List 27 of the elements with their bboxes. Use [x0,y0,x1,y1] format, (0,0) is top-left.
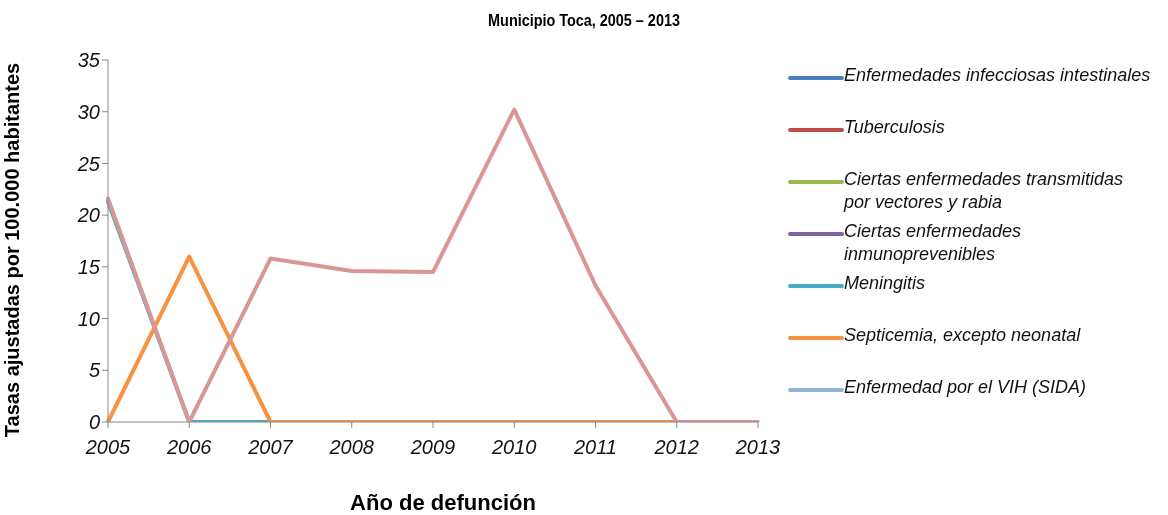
y-tick-label: 25 [76,152,101,175]
legend-label: Enfermedades infecciosas intestinales [844,64,1152,87]
x-tick-label: 2009 [409,436,456,459]
legend-label: Enfermedad por el VIH (SIDA) [844,376,1088,399]
x-tick-label: 2011 [572,436,618,459]
y-tick-label: 20 [76,204,100,227]
x-tick-label: 2006 [166,436,213,459]
x-tick-label: 2012 [653,436,699,459]
x-tick-label: 2005 [84,436,132,459]
y-tick-label: 10 [77,307,100,330]
x-tick-label: 2007 [247,436,294,459]
y-tick-label: 15 [77,255,101,278]
legend-label: Ciertas enfermedades inmunoprevenibles [844,220,1023,266]
x-tick-label: 2008 [328,436,374,459]
legend-label: Ciertas enfermedades transmitidas por vectores y rabia [844,168,1125,214]
legend-label: Meningitis [844,272,927,295]
x-tick-label: 2013 [734,436,781,459]
y-tick-label: 5 [88,359,101,382]
y-tick-label: 30 [77,100,100,123]
chart-title: Municipio Toca, 2005 – 2013 [488,12,680,29]
y-tick-label: 35 [77,49,101,72]
x-tick-label: 2010 [491,436,537,459]
y-axis-title: Tasas ajustadas por 100.000 habitantes [0,61,24,440]
y-tick-label: 0 [88,411,100,434]
x-axis-title: Año de defunción [349,490,537,515]
legend-label: Tuberculosis [844,116,946,139]
legend-label: Septicemia, excepto neonatal [844,324,1082,347]
